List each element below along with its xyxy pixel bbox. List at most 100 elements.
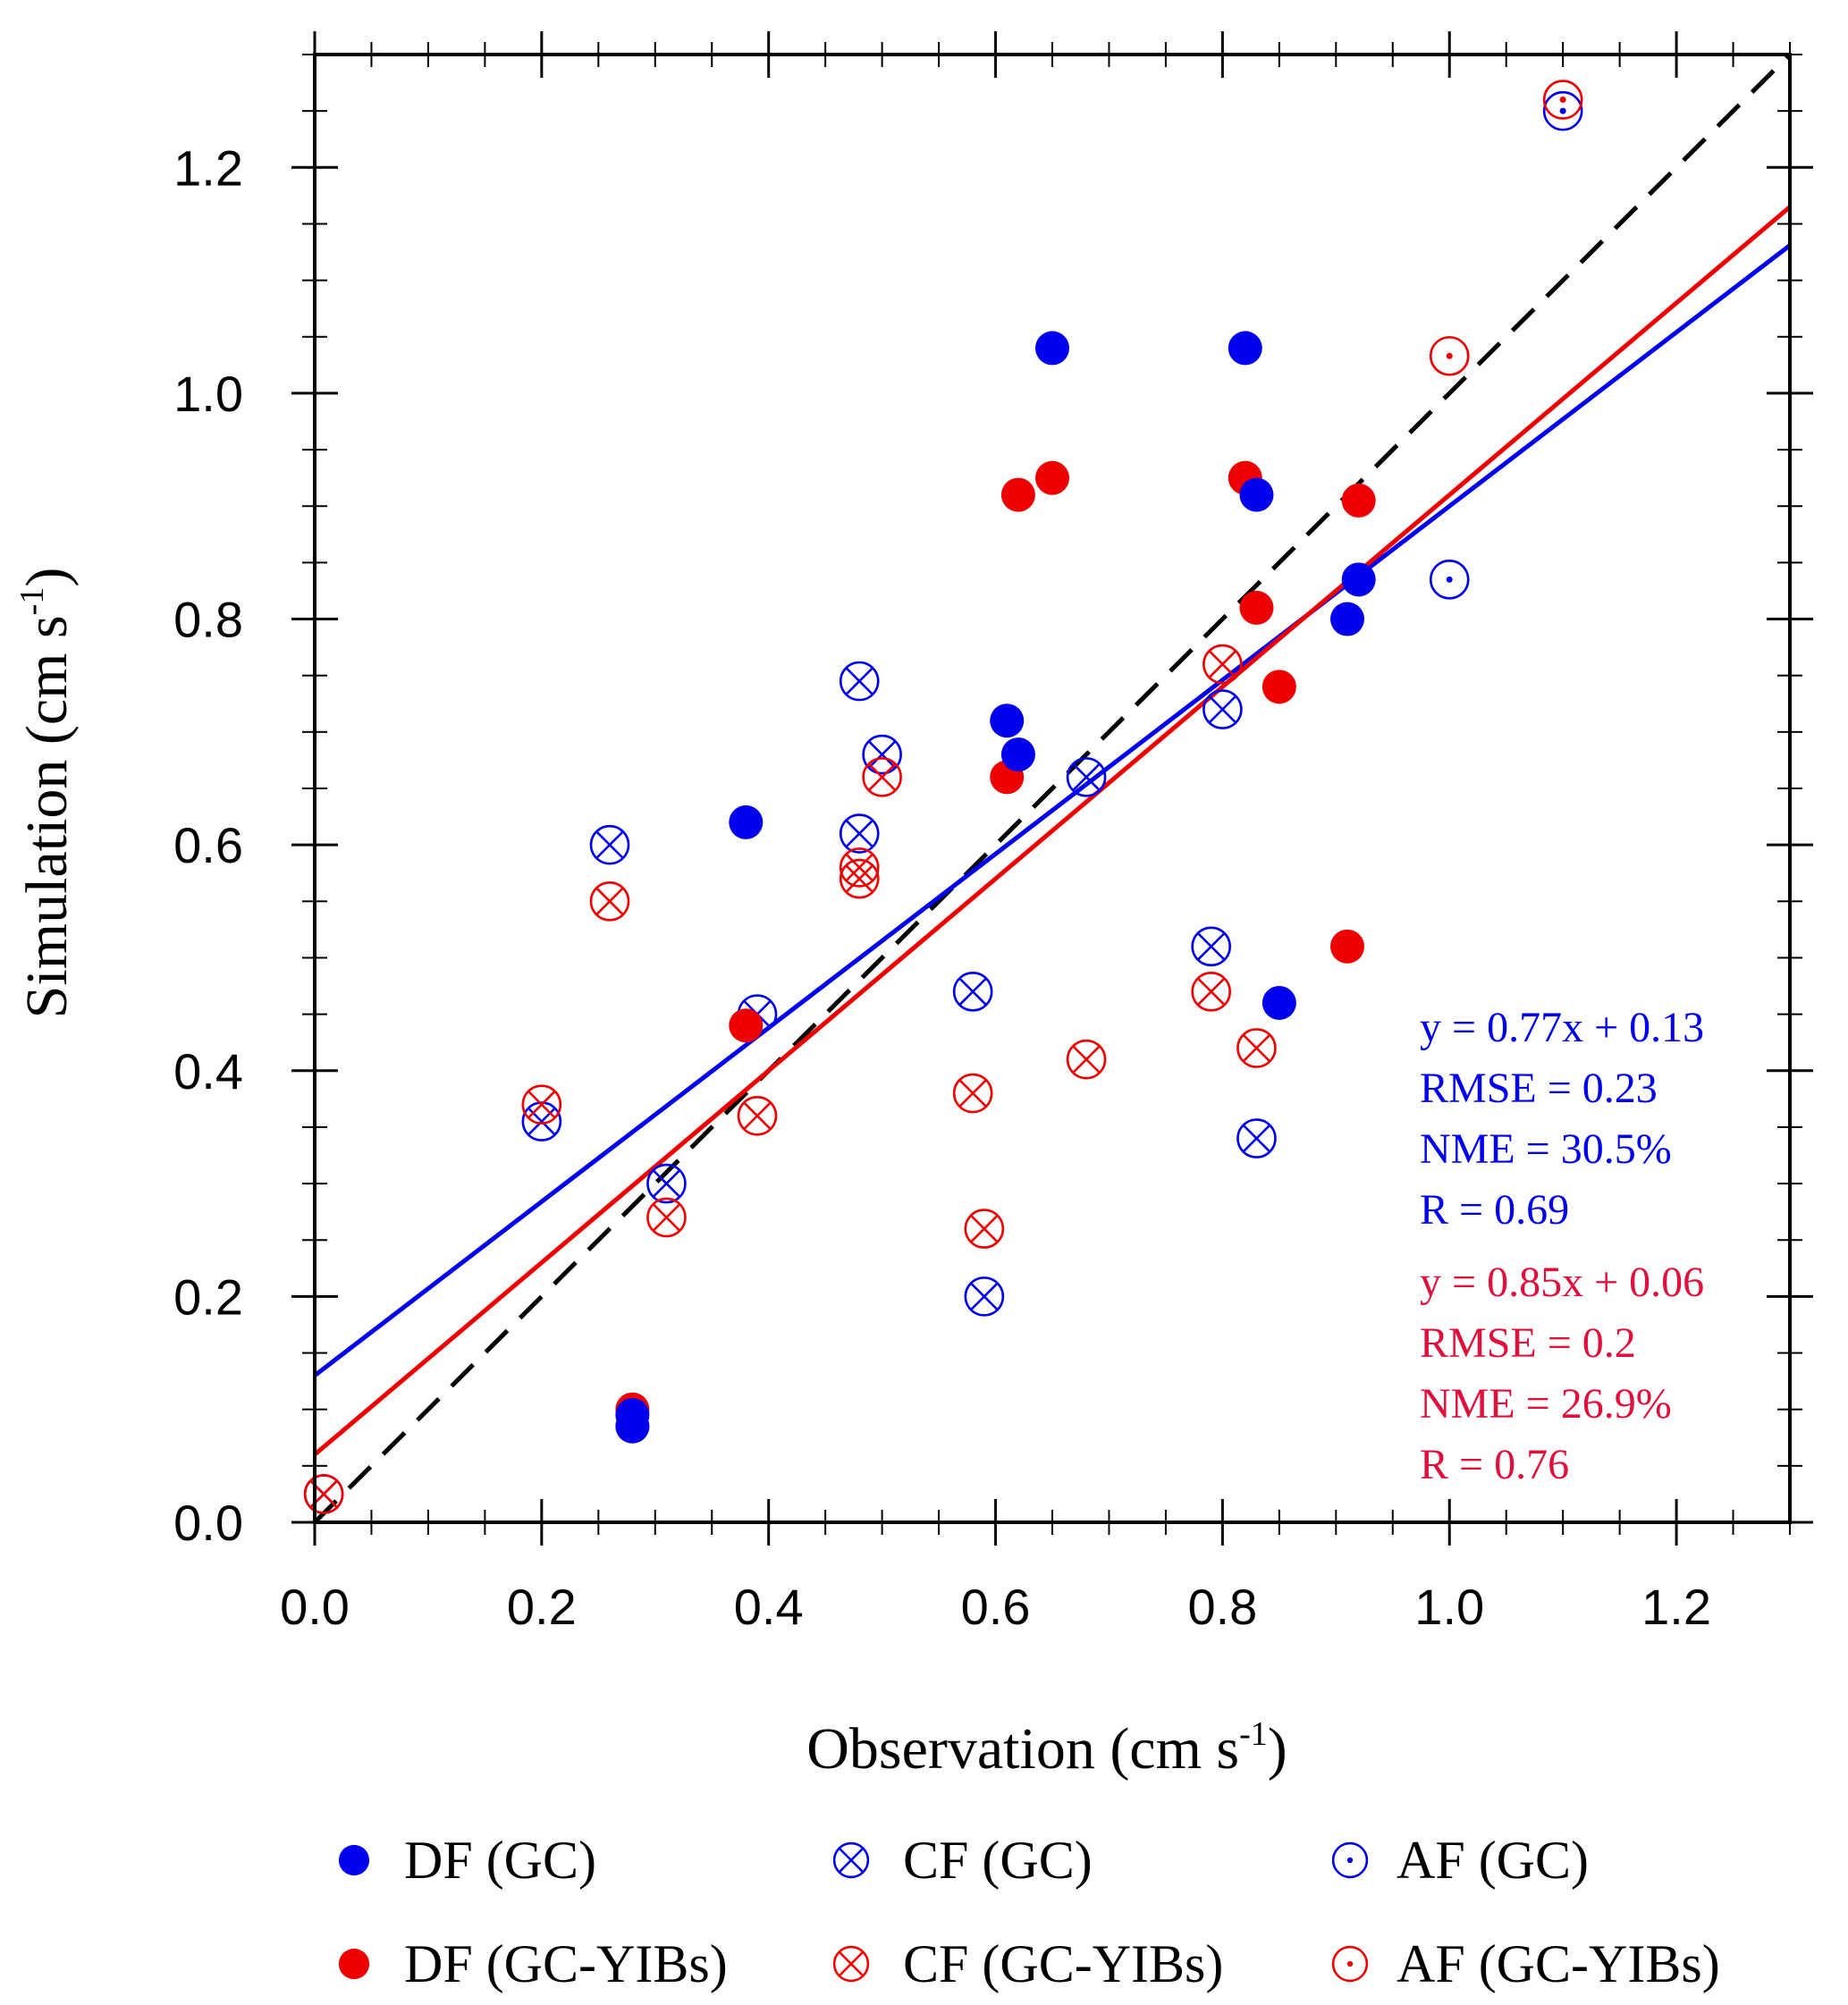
marker-cross-b (1072, 1045, 1101, 1074)
x-axis-title-sup: -1 (1239, 1715, 1268, 1753)
legend-marker (832, 1945, 870, 1983)
fit-line-yibs (313, 205, 1792, 1457)
y-tick-label: 0.0 (173, 1495, 243, 1551)
marker-ring (1191, 926, 1231, 967)
marker-disc (1341, 562, 1376, 597)
legend-marker (1331, 1945, 1369, 1983)
marker-ring (303, 1474, 344, 1514)
stats-gc-line: R = 0.69 (1420, 1186, 1569, 1234)
marker-ring (1236, 1118, 1277, 1158)
marker-ring (839, 847, 880, 888)
legend-marker (1331, 1841, 1369, 1879)
x-axis-title-base: Observation (cm s (806, 1716, 1239, 1782)
x-tick-label: 1.0 (1414, 1579, 1484, 1635)
marker-ring (1331, 1945, 1369, 1983)
marker-ring (832, 1841, 870, 1879)
marker-cross-b (652, 1203, 681, 1232)
marker-cross-b (595, 830, 624, 859)
stats-yibs-line: RMSE = 0.2 (1420, 1319, 1636, 1367)
marker-cross-b (1208, 650, 1237, 678)
point-cf-gc (1191, 926, 1231, 967)
marker-ring (964, 1209, 1005, 1249)
marker-dot (1446, 352, 1453, 359)
marker-ring (589, 881, 630, 922)
y-axis-title-base: Simulation (cm s (14, 615, 80, 1018)
marker-ring (521, 1101, 562, 1142)
one-to-one-line (313, 53, 1792, 1524)
marker-cross-b (970, 1214, 999, 1243)
marker-cross-b (1242, 1033, 1271, 1063)
x-tick-label: 0.2 (507, 1579, 577, 1635)
marker-ring (1236, 1028, 1277, 1068)
marker-cross-b (1196, 932, 1226, 961)
marker-cross-b (845, 819, 873, 848)
point-cf-gc (964, 1276, 1005, 1317)
point-df-gc (1035, 331, 1069, 366)
marker-cross-b (743, 1101, 772, 1131)
marker-ring (839, 858, 880, 899)
legend-marker (338, 1948, 370, 1980)
marker-ring (646, 1163, 687, 1204)
point-af-gc-yibs (1429, 335, 1470, 376)
point-cf-gc-yibs (737, 1095, 778, 1136)
point-cf-gc-yibs (1191, 972, 1231, 1012)
x-axis-title-end: ) (1268, 1716, 1287, 1782)
marker-cross-b (652, 1169, 681, 1198)
marker-disc (1000, 737, 1035, 772)
point-cf-gc-yibs (1202, 644, 1243, 685)
point-df-gc-yibs (1341, 483, 1376, 518)
marker-disc (1330, 602, 1364, 636)
marker-cross-b (845, 864, 873, 893)
marker-disc (1228, 331, 1262, 366)
point-df-gc (1262, 985, 1296, 1020)
stats-yibs: y = 0.85x + 0.06 RMSE = 0.2 NME = 26.9% R =… (1420, 1259, 1704, 1488)
marker-ring (839, 813, 880, 854)
legend-label: CF (GC-YIBs) (903, 1934, 1223, 1993)
marker-disc (1035, 331, 1069, 366)
point-cf-gc-yibs (303, 1474, 344, 1514)
y-tick-label: 1.0 (173, 366, 243, 422)
point-cf-gc-yibs (1236, 1028, 1277, 1068)
marker-cross-b (845, 667, 873, 695)
legend-label: DF (GC-YIBs) (404, 1934, 728, 1993)
axis-ticks (291, 31, 1813, 1546)
point-df-gc-yibs (729, 1008, 764, 1043)
point-cf-gc-yibs (839, 847, 880, 888)
point-cf-gc-yibs (839, 858, 880, 899)
point-cf-gc (952, 972, 993, 1012)
fit-lines (313, 53, 1792, 1524)
marker-disc (1035, 460, 1069, 495)
marker-ring (964, 1276, 1005, 1317)
marker-ring (1429, 560, 1470, 600)
point-cf-gc (589, 824, 630, 865)
point-af-gc (1542, 90, 1583, 131)
marker-cross-b (845, 853, 873, 882)
marker-ring (1542, 90, 1583, 131)
point-cf-gc (862, 734, 902, 775)
point-cf-gc-yibs (646, 1197, 687, 1238)
stats-yibs-line: y = 0.85x + 0.06 (1420, 1259, 1704, 1306)
fit-line-gc (313, 243, 1792, 1377)
x-tick-label: 0.0 (280, 1579, 350, 1635)
marker-disc (1239, 590, 1274, 625)
point-df-gc-yibs (1262, 670, 1296, 704)
marker-cross-b (527, 1090, 556, 1119)
marker-cross-b (867, 740, 897, 769)
marker-ring (521, 1084, 562, 1125)
point-df-gc (615, 1398, 650, 1433)
marker-ring (1191, 972, 1231, 1012)
x-tick-label: 1.2 (1641, 1579, 1711, 1635)
point-cf-gc-yibs (589, 881, 630, 922)
marker-ring (1542, 80, 1583, 120)
marker-ring (589, 824, 630, 865)
stats-yibs-line: R = 0.76 (1420, 1441, 1569, 1488)
y-tick-label: 0.2 (173, 1268, 243, 1325)
marker-cross-b (838, 1950, 865, 1977)
stats-yibs-line: NME = 26.9% (1420, 1380, 1672, 1428)
legend-label: DF (GC) (404, 1831, 596, 1890)
marker-cross-b (595, 887, 624, 916)
marker-ring (862, 757, 902, 797)
point-cf-gc (1236, 1118, 1277, 1158)
point-af-gc (1429, 560, 1470, 600)
